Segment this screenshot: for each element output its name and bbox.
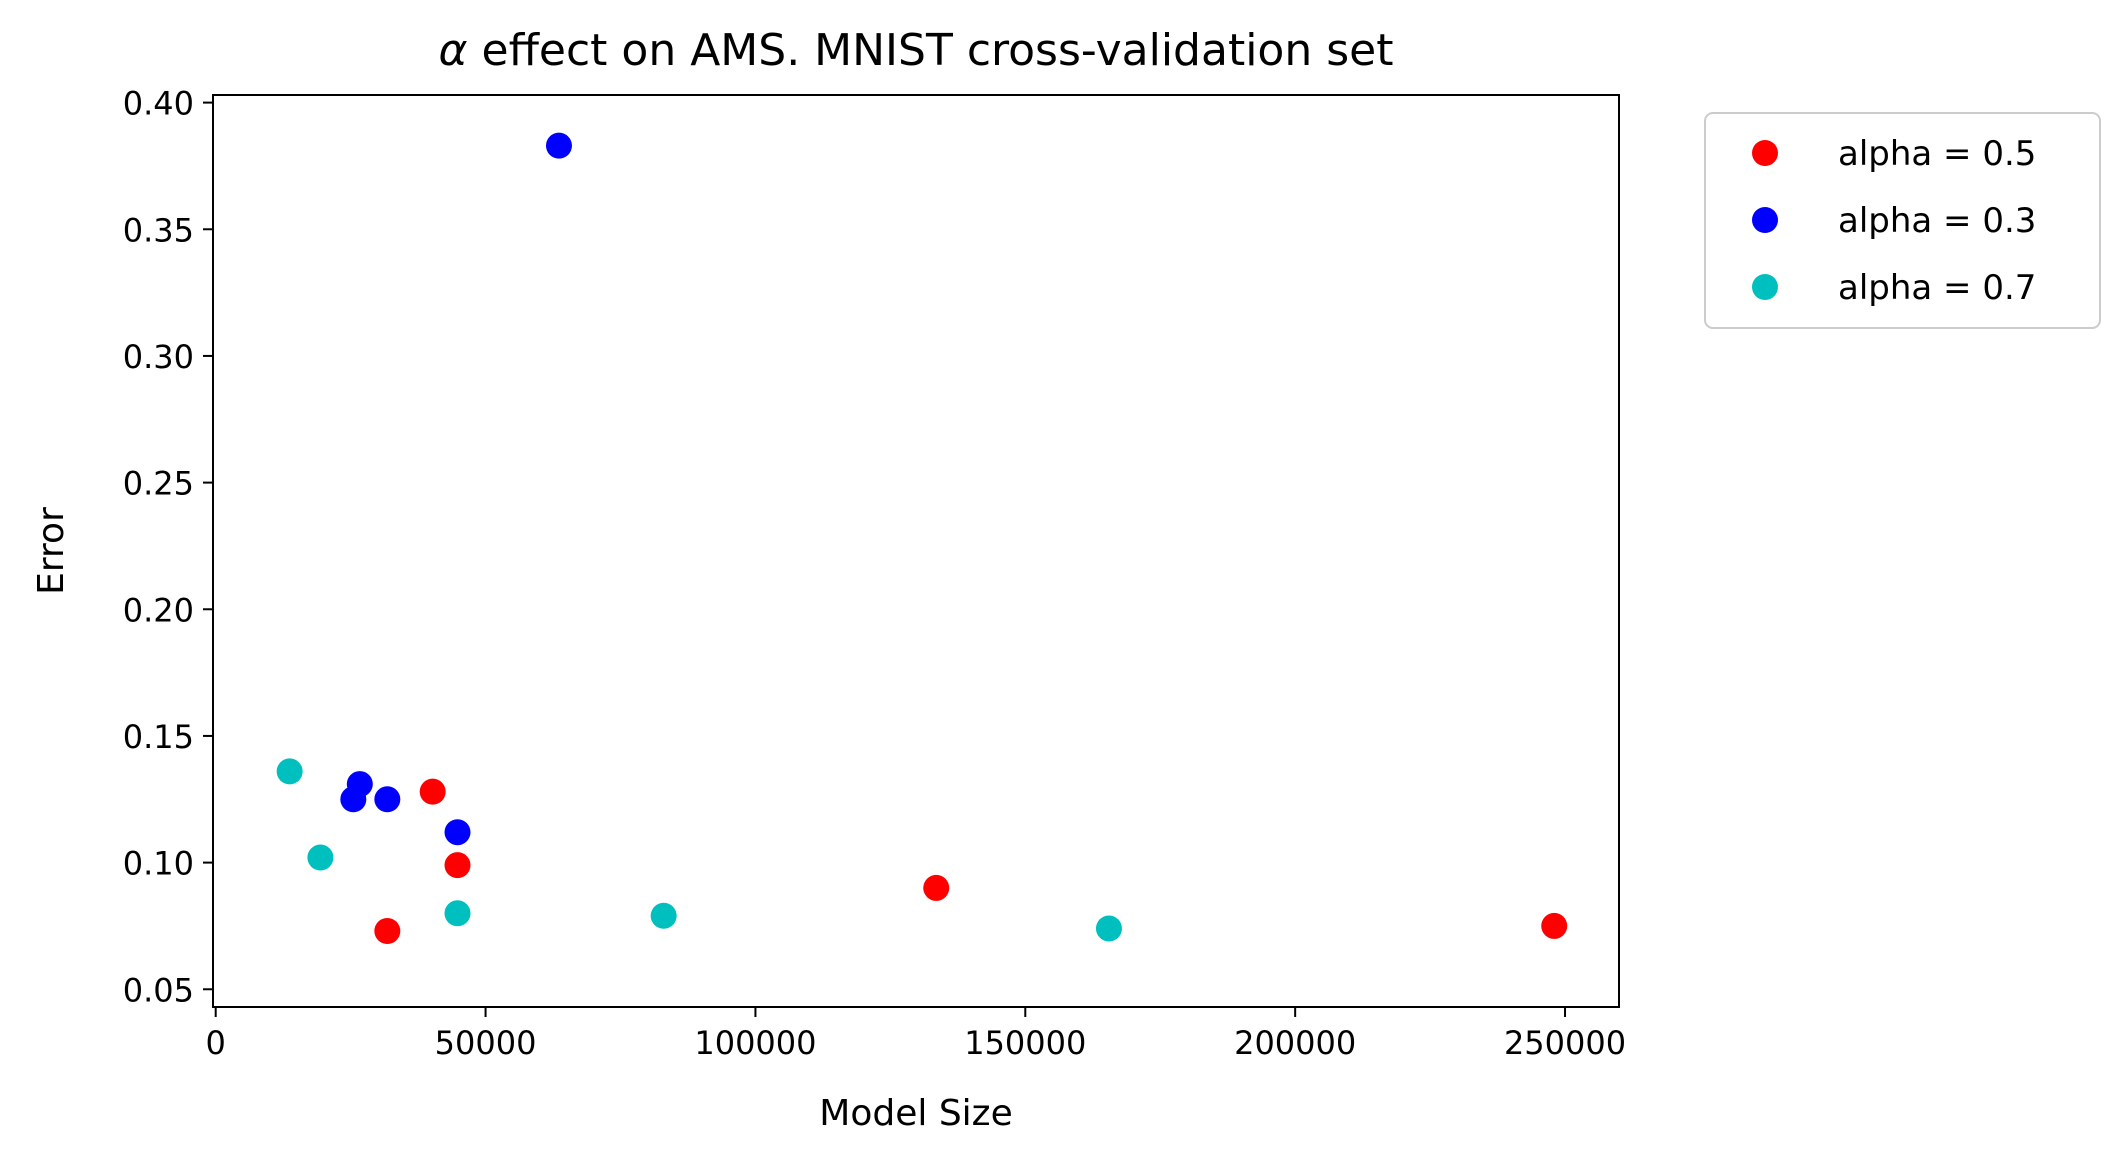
x-tick-label: 200000 <box>1234 1024 1356 1062</box>
plot-frame <box>212 94 1620 1008</box>
x-tick-label: 250000 <box>1504 1024 1626 1062</box>
y-tick-label: 0.10 <box>123 845 194 883</box>
y-tick-label: 0.05 <box>123 971 194 1009</box>
chart-title: α effect on AMS. MNIST cross-validation … <box>439 25 1394 76</box>
data-point <box>307 844 334 871</box>
data-point <box>650 902 677 929</box>
legend-label: alpha = 0.3 <box>1838 201 2036 241</box>
data-point <box>374 786 401 813</box>
y-axis: 0.05 0.10 0.15 0.20 0.25 0.30 0.35 0.40 <box>123 85 213 1009</box>
series-3 <box>276 758 1122 942</box>
data-point <box>1541 912 1568 939</box>
y-tick-label: 0.35 <box>123 211 194 249</box>
x-axis-label: Model Size <box>819 1093 1012 1134</box>
legend-box <box>1704 112 2101 329</box>
y-tick-label: 0.30 <box>123 338 194 376</box>
legend-marker <box>1752 207 1778 233</box>
x-tick-label: 100000 <box>694 1024 816 1062</box>
y-tick-label: 0.40 <box>123 85 194 123</box>
y-tick-label: 0.25 <box>123 465 194 503</box>
series-2 <box>340 132 572 846</box>
data-point <box>444 852 471 879</box>
series-1 <box>374 778 1568 944</box>
data-point <box>346 771 373 798</box>
x-tick-label: 0 <box>206 1024 226 1062</box>
legend-marker <box>1752 274 1778 300</box>
data-point <box>444 819 471 846</box>
x-axis: 0 50000 100000 150000 200000 250000 <box>206 1007 1626 1062</box>
legend-marker <box>1752 140 1778 166</box>
legend-label: alpha = 0.7 <box>1838 268 2036 308</box>
title-text: effect on AMS. MNIST cross-validation se… <box>468 25 1394 76</box>
title-alpha-symbol: α <box>439 25 468 76</box>
legend: alpha = 0.5 alpha = 0.3 alpha = 0.7 <box>1704 112 2101 329</box>
x-tick-label: 50000 <box>435 1024 537 1062</box>
y-tick-label: 0.20 <box>123 591 194 629</box>
data-point <box>374 918 401 944</box>
y-tick-label: 0.15 <box>123 718 194 756</box>
data-point <box>923 874 950 901</box>
data-point <box>444 900 471 927</box>
data-point <box>276 758 303 785</box>
y-axis-label: Error <box>31 507 72 595</box>
legend-label: alpha = 0.5 <box>1838 134 2036 174</box>
data-points <box>276 132 1568 944</box>
data-point <box>1095 915 1122 942</box>
x-tick-label: 150000 <box>964 1024 1086 1062</box>
plot-area <box>212 94 1620 1008</box>
data-point <box>419 778 446 805</box>
data-point <box>545 132 572 159</box>
